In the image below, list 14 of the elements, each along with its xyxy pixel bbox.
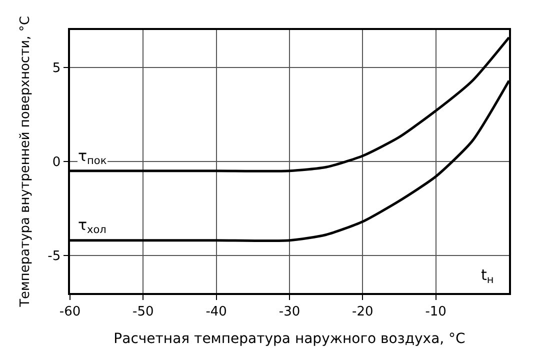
x-tick-label: -20: [352, 304, 374, 320]
annotation: t$_{н}$: [481, 266, 494, 286]
x-tick-label: -30: [278, 304, 300, 320]
series-label: τ$_{хол}$: [78, 216, 106, 236]
x-axis-title: Расчетная температура наружного воздуха, °C: [114, 331, 466, 348]
y-tick-label: -5: [48, 248, 61, 264]
x-tick-label: -50: [132, 304, 154, 320]
x-tick-label: -60: [59, 304, 81, 320]
y-axis-title: Температура внутренней поверхности, °C: [18, 16, 34, 308]
x-tick-label: -40: [206, 304, 227, 320]
y-tick-label: 0: [52, 155, 61, 170]
x-tick-label: -10: [425, 304, 446, 320]
y-tick-label: 5: [52, 61, 61, 76]
series-label: τ$_{пок}$: [78, 147, 107, 168]
